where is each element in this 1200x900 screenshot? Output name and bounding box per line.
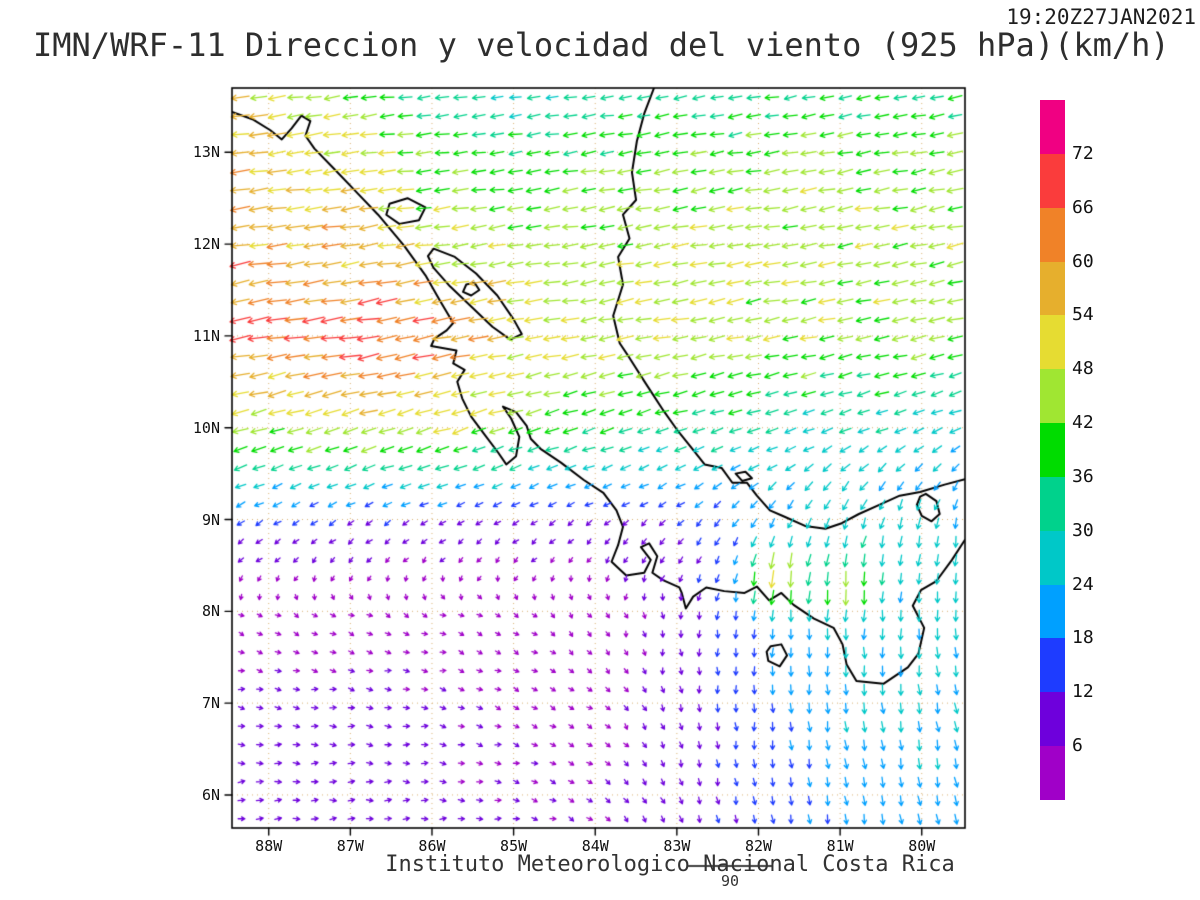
lat-tick-label: 8N xyxy=(201,602,220,621)
lat-tick-label: 9N xyxy=(201,510,220,529)
lat-tick-label: 13N xyxy=(192,143,220,162)
lon-tick-label: 85W xyxy=(500,837,528,855)
colorbar-label: 48 xyxy=(1072,358,1094,380)
colorbar-segment xyxy=(1040,692,1065,747)
colorbar-segment xyxy=(1040,584,1065,639)
lat-tick-label: 11N xyxy=(192,326,220,345)
colorbar-label: 42 xyxy=(1072,412,1094,434)
colorbar-segment xyxy=(1040,100,1065,155)
colorbar-segment xyxy=(1040,315,1065,370)
colorbar-segment xyxy=(1040,530,1065,586)
lat-tick-label: 6N xyxy=(201,785,220,804)
lon-tick-label: 86W xyxy=(418,837,446,855)
colorbar-segment xyxy=(1040,746,1065,801)
colorbar-label: 36 xyxy=(1072,465,1094,487)
colorbar-label: 30 xyxy=(1072,519,1094,541)
lon-tick-label: 87W xyxy=(336,837,364,855)
colorbar-segment xyxy=(1040,153,1065,209)
colorbar-label: 18 xyxy=(1072,627,1094,649)
colorbar-label: 24 xyxy=(1072,573,1094,595)
colorbar-segment xyxy=(1040,638,1065,693)
lat-tick-label: 12N xyxy=(192,235,220,254)
lon-tick-label: 83W xyxy=(663,837,691,855)
lon-tick-label: 82W xyxy=(744,837,773,855)
colorbar-label: 72 xyxy=(1072,142,1094,164)
lon-tick-label: 80W xyxy=(908,837,936,855)
lat-tick-label: 10N xyxy=(192,418,220,437)
lon-tick-label: 81W xyxy=(826,837,854,855)
lat-tick-label: 7N xyxy=(201,694,220,713)
colorbar-label: 66 xyxy=(1072,196,1094,218)
colorbar-label: 12 xyxy=(1072,681,1094,703)
lon-tick-label: 88W xyxy=(255,837,283,855)
colorbar-label: 60 xyxy=(1072,250,1094,272)
footer-institute: Instituto Meteorologico Nacional Costa R… xyxy=(385,852,955,877)
colorbar-segment xyxy=(1040,423,1065,478)
colorbar-segment xyxy=(1040,369,1065,424)
colorbar-segment xyxy=(1040,476,1065,532)
colorbar-segment xyxy=(1040,261,1065,316)
colorbar-segment xyxy=(1040,207,1065,263)
colorbar-label: 6 xyxy=(1072,735,1083,757)
colorbar-label: 54 xyxy=(1072,304,1094,326)
lon-tick-label: 84W xyxy=(581,837,609,855)
reference-arrow-label: 90 xyxy=(720,872,740,890)
